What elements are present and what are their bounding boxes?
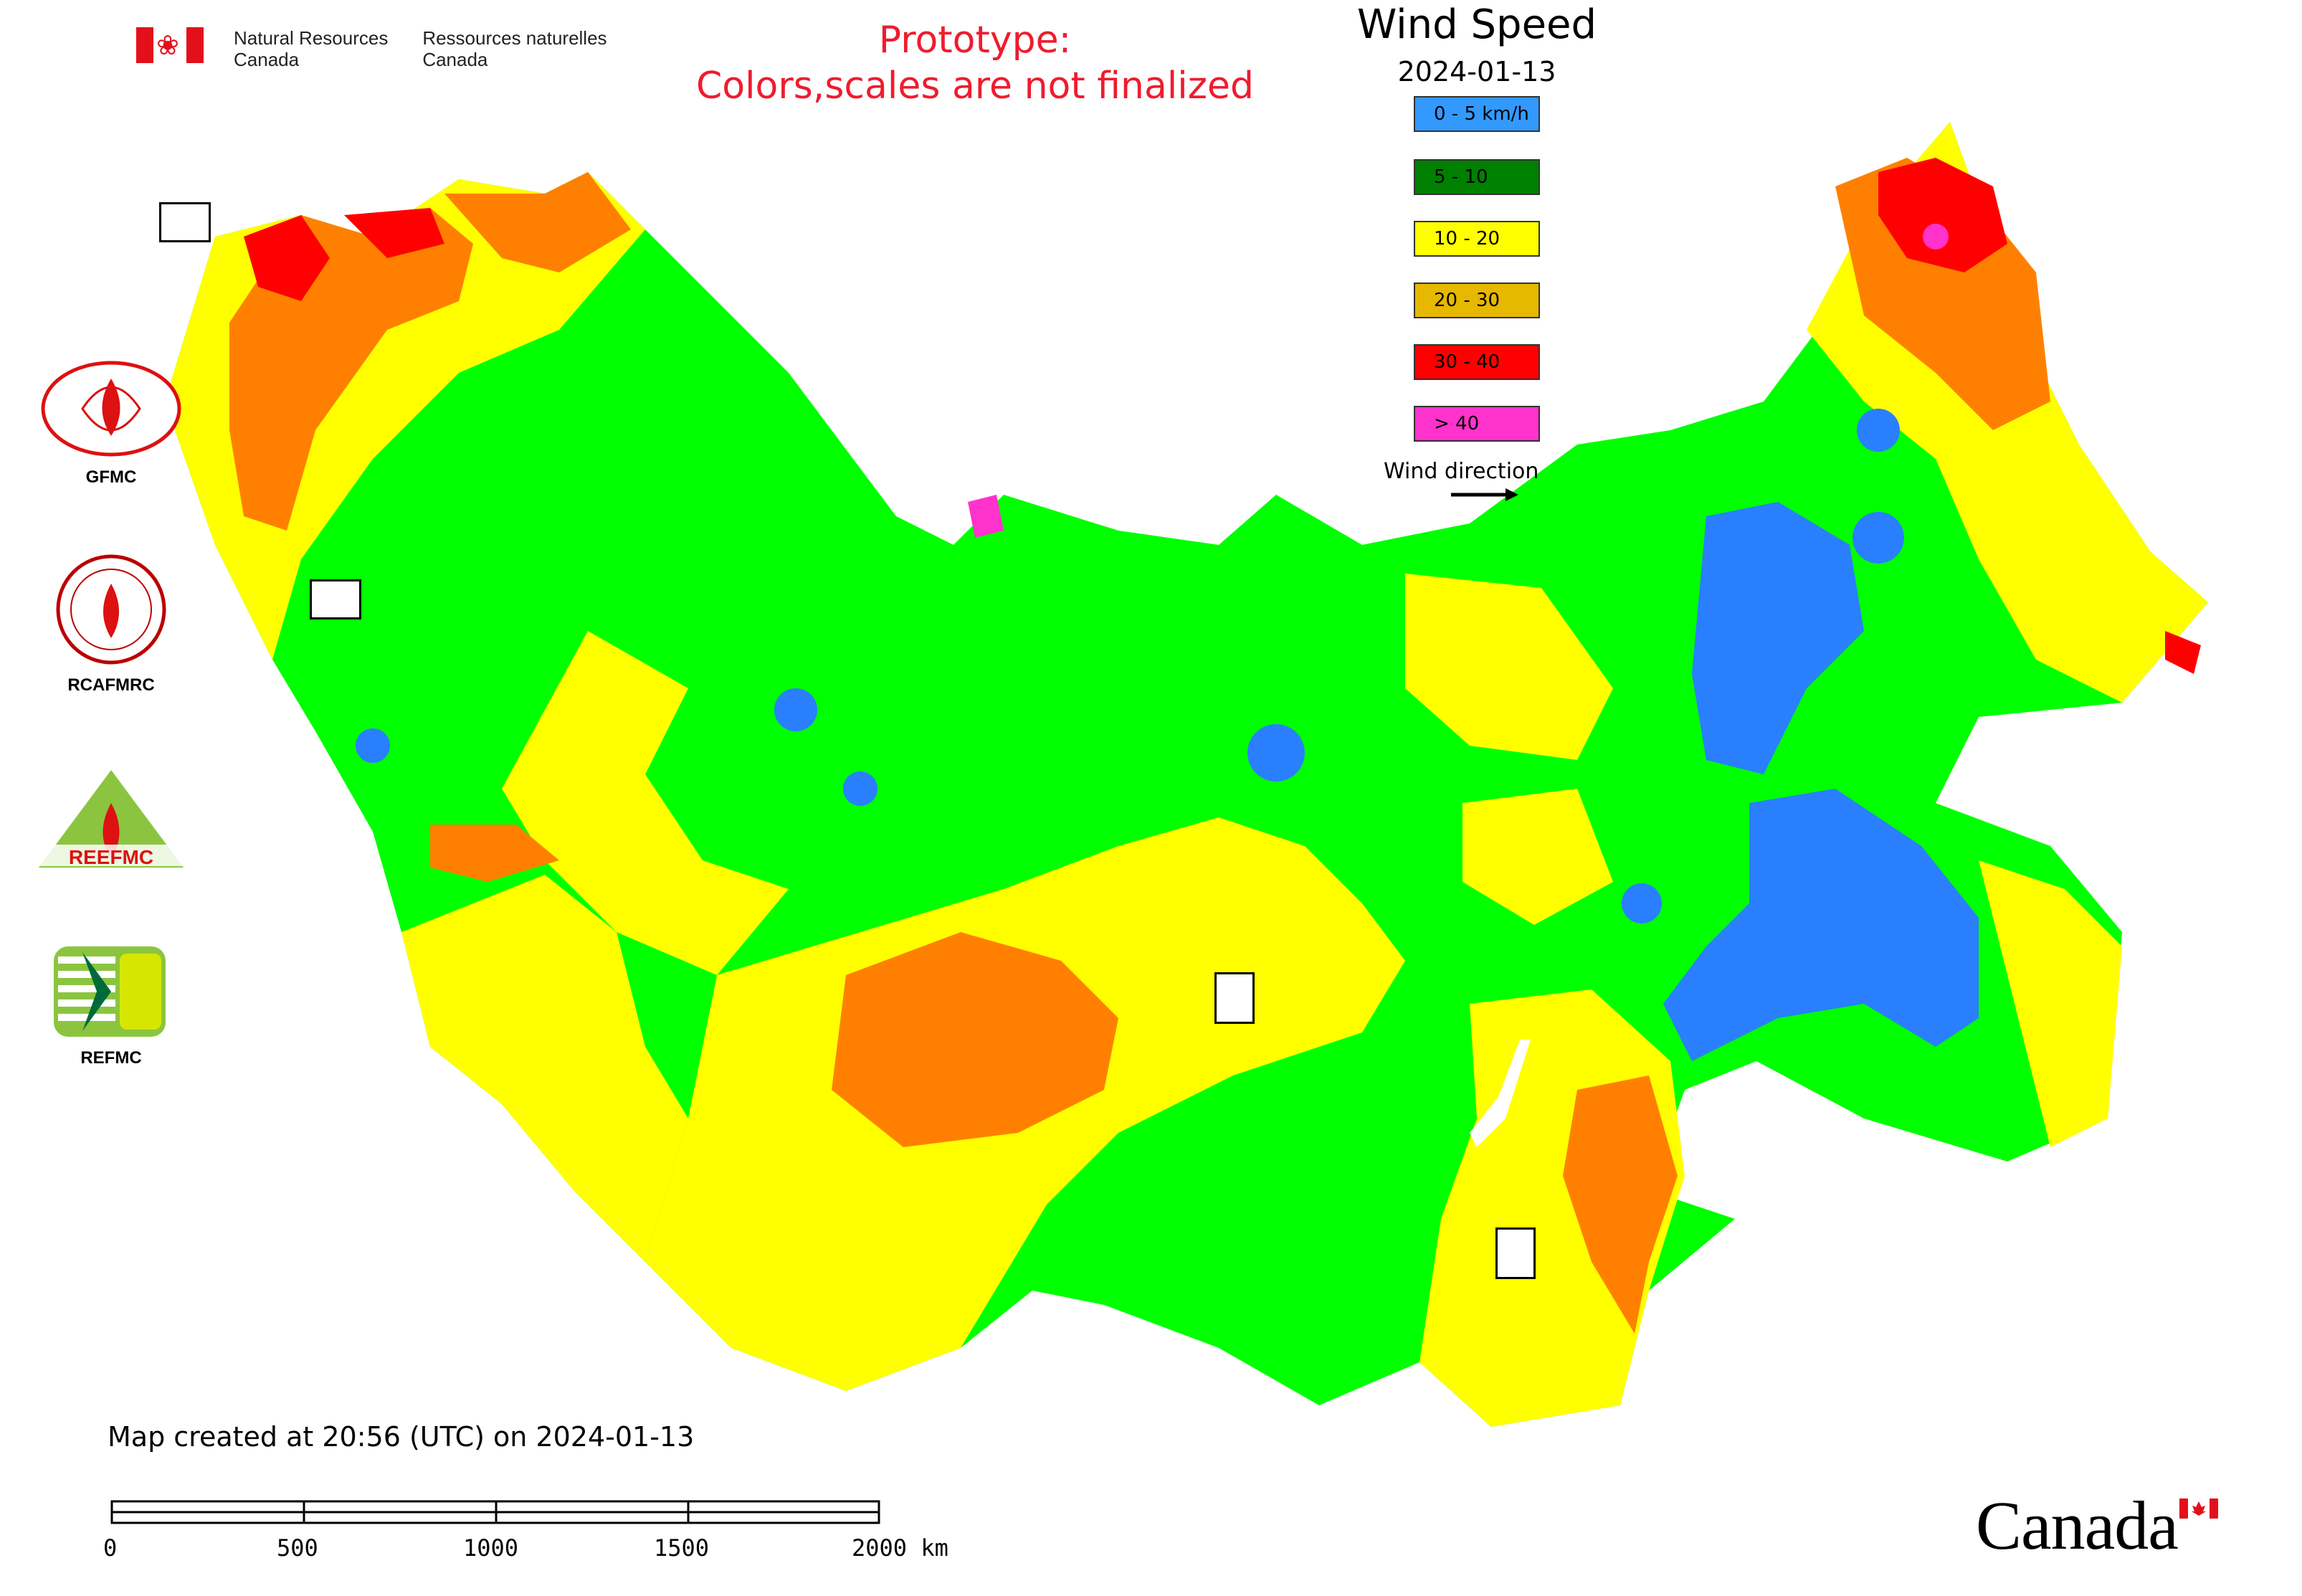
canada-flag-icon: ❀ [136,27,204,63]
refmc-map-marker [1214,972,1255,1024]
rcafmrc-map-marker [1495,1227,1536,1279]
red-zone [244,215,330,301]
blue-zone [1692,502,1864,774]
gov-fr-line2: Canada [422,49,488,70]
wind-direction-label: Wind direction [1384,459,1539,484]
gov-fr-line1: Ressources naturelles [422,27,607,49]
gov-name-fr: Ressources naturelles Canada [422,27,607,70]
legend-item: 5 - 10 [1414,159,1540,195]
gfmc-icon [41,361,181,457]
scale-label: 1000 [463,1534,519,1562]
red-zone [2165,631,2201,674]
blue-zone [843,771,877,806]
blue-zone [1622,883,1662,923]
gfmc-label: GFMC [85,467,137,487]
scale-bar [110,1500,880,1524]
rcafmrc-logo: RCAFMRC [36,552,186,695]
red-zone [344,208,444,258]
refmc-icon [54,946,166,1037]
canada-wordmark-flag-icon [2179,1498,2218,1519]
prototype-line2: Colors,scales are not finalized [695,65,1255,108]
magenta-zone [1923,224,1949,250]
scale-label: 0 [103,1534,118,1562]
refmc-label: REFMC [80,1048,142,1068]
orange-zone [1563,1075,1678,1334]
reefmc-logo: REEFMC [36,767,186,869]
blue-zone [1857,409,1900,452]
blue-zone [774,688,817,731]
yellow-zone [1462,789,1613,925]
yellow-zone [401,875,688,1262]
gfmc-logo: GFMC [36,358,186,488]
reefmc-triangle-icon [39,770,184,868]
scale-label: 1500 [654,1534,710,1562]
orange-zone [832,932,1118,1147]
canada-wordmark: Canada [1976,1487,2179,1564]
red-zone [1878,158,2007,272]
prototype-line1: Prototype: [878,19,1072,62]
blue-zone [1852,512,1904,564]
lake-baikal [1470,1040,1531,1147]
refmc-logo: REFMC [36,946,186,1068]
reefmc-map-marker [310,579,361,619]
gfmc-map-marker [159,202,211,242]
scale-label: 500 [277,1534,318,1562]
legend-item: 0 - 5 km/h [1414,96,1540,132]
gov-en-line2: Canada [234,49,300,70]
legend-date: 2024-01-13 [1397,56,1556,87]
legend-item: 10 - 20 [1414,221,1540,257]
legend-item: 30 - 40 [1414,344,1540,380]
rcafmrc-icon [56,554,166,665]
scale-label: 2000 km [852,1534,948,1562]
orange-zone [430,825,559,882]
gov-en-line1: Natural Resources [234,27,389,49]
reefmc-text: REEFMC [68,846,154,868]
legend-item: 20 - 30 [1414,282,1540,318]
government-signature: ❀ Natural Resources Canada Ressources na… [136,27,642,70]
map-created-timestamp: Map created at 20:56 (UTC) on 2024-01-13 [108,1421,695,1453]
magenta-zone [968,495,1004,538]
blue-zone [356,728,390,763]
gov-name-en: Natural Resources Canada [234,27,388,70]
legend-title: Wind Speed [1356,1,1597,48]
yellow-zone [1405,574,1613,760]
yellow-zone [1979,860,2122,1147]
blue-zone [1663,789,1979,1061]
legend-item: > 40 [1414,406,1540,442]
yellow-zone [502,631,789,975]
blue-zone [1247,724,1305,782]
rcafmrc-label: RCAFMRC [67,675,155,695]
orange-zone [444,172,631,272]
wind-direction-arrow-icon [1451,488,1518,501]
prototype-note: Prototype: Colors,scales are not finaliz… [645,17,1305,109]
